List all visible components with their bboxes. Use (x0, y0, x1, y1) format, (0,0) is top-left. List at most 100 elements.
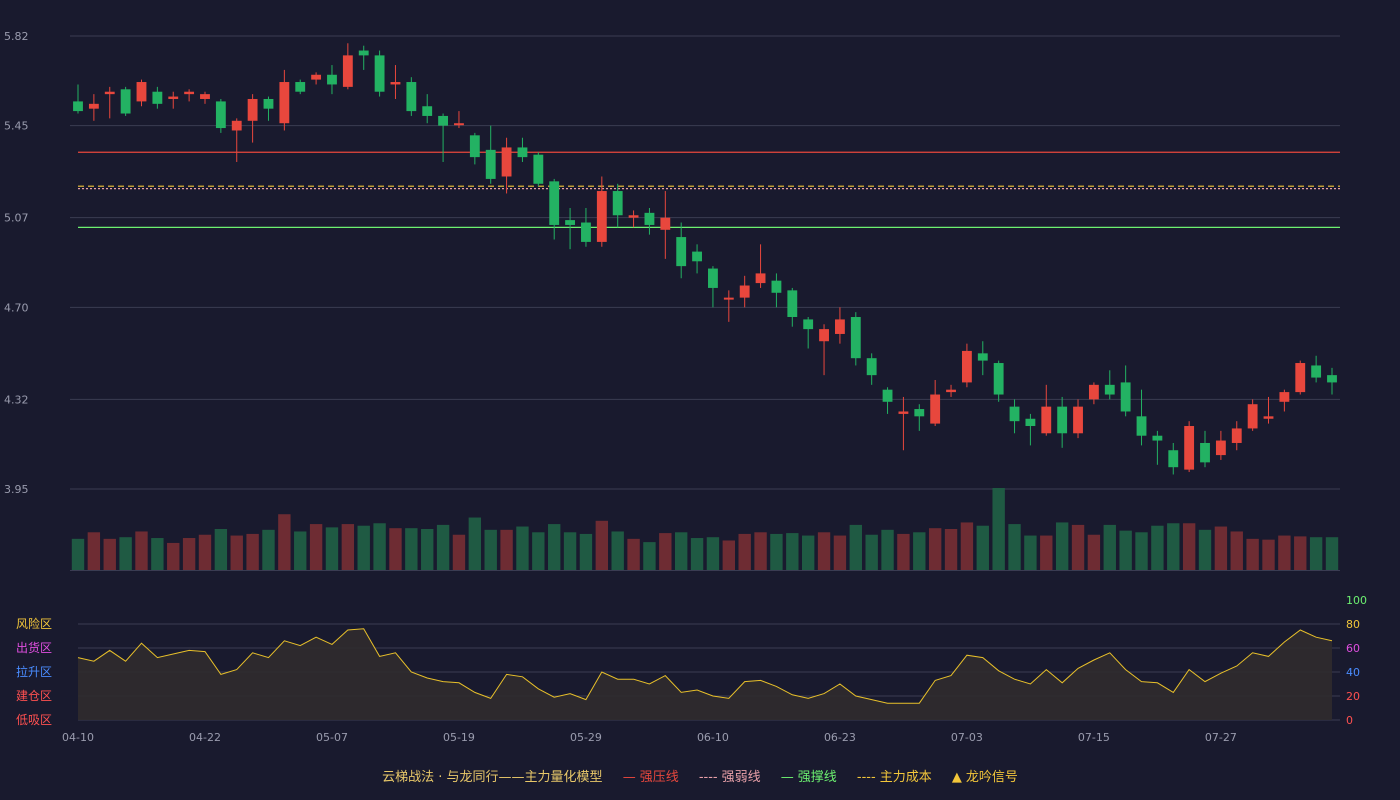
price-tick-label: 4.70 (4, 301, 29, 314)
date-tick-label: 05-07 (316, 731, 348, 744)
candle-body (835, 319, 845, 334)
candle-body (1215, 440, 1226, 456)
candle-body (501, 147, 512, 177)
volume-bar (1119, 530, 1132, 570)
candle-body (1200, 442, 1210, 463)
axis-labels: 3.95 4.32 4.70 5.07 5.45 5.82 0 20 40 60 80 100 风险区出… (4, 30, 1367, 744)
candle-body (454, 123, 464, 126)
legend-pressure-line-icon: — (622, 770, 636, 785)
volume-bar (833, 535, 847, 570)
volume-bar (754, 532, 767, 570)
candle-body (739, 285, 750, 298)
volume-bar (389, 528, 402, 570)
date-tick-label: 07-27 (1205, 731, 1237, 744)
candle-body (1120, 382, 1131, 412)
date-tick-label: 06-23 (824, 731, 856, 744)
osc-tick-label: 40 (1346, 666, 1360, 679)
volume-bar (1103, 524, 1116, 570)
candle-body (422, 106, 433, 116)
osc-tick-label: 20 (1346, 690, 1360, 703)
candle-body (708, 268, 718, 288)
volume-bars (71, 488, 1339, 570)
volume-bar (595, 520, 609, 570)
volume-bar (563, 532, 577, 570)
volume-bar (674, 532, 688, 570)
volume-bar (294, 531, 307, 570)
volume-bar (1087, 534, 1101, 570)
volume-bar (1040, 535, 1053, 570)
legend-item-strong-weak[interactable]: ---- 强弱线 (699, 766, 761, 785)
candle-body (152, 91, 163, 104)
candle-body (1009, 406, 1020, 422)
candle-body (1327, 375, 1337, 383)
legend-signal-label: 龙吟信号 (965, 770, 1018, 785)
volume-bar (1151, 525, 1164, 570)
volume-bar (87, 532, 101, 570)
candle-body (247, 98, 258, 121)
candle-body (1168, 450, 1179, 468)
volume-bar (627, 538, 640, 570)
candle-body (215, 101, 226, 129)
candle-body (596, 191, 607, 242)
candle-body (231, 120, 242, 131)
volume-bar (913, 532, 926, 570)
volume-bar (817, 532, 831, 570)
candle-body (692, 251, 702, 262)
volume-bar (1024, 535, 1037, 570)
legend-strong-weak-label: 强弱线 (721, 770, 761, 785)
volume-bar (262, 529, 275, 570)
volume-bar (738, 533, 751, 570)
legend-pressure-label: 强压线 (639, 770, 679, 785)
legend: 云梯战法 · 与龙同行——主力量化模型 — 强压线 ---- 强弱线 — 强撑线 --… (0, 766, 1400, 785)
legend-item-cost[interactable]: ---- 主力成本 (857, 766, 932, 785)
candle-body (914, 409, 925, 417)
price-tick-label: 5.07 (4, 212, 29, 225)
candle-body (1073, 406, 1083, 434)
candle-body (533, 154, 544, 184)
legend-title: 云梯战法 · 与龙同行——主力量化模型 (382, 770, 603, 785)
date-tick-label: 05-29 (570, 731, 602, 744)
candle-body (1104, 384, 1115, 395)
date-tick-label: 06-10 (697, 731, 729, 744)
grid-lines (70, 35, 1340, 721)
legend-support-line-icon: — (780, 770, 794, 785)
candle-body (993, 363, 1004, 395)
volume-bar (341, 524, 355, 570)
volume-bar (548, 524, 561, 570)
volume-bar (643, 542, 656, 570)
volume-bar (198, 534, 212, 570)
candle-body (1263, 416, 1274, 419)
volume-bar (1309, 537, 1323, 570)
volume-bar (1294, 536, 1307, 570)
candle-body (898, 411, 909, 414)
volume-bar (182, 538, 196, 570)
candle-body (438, 115, 449, 126)
volume-bar (706, 537, 720, 570)
legend-strong-weak-line-icon: ---- (698, 770, 718, 785)
volume-bar (690, 538, 704, 570)
price-tick-label: 4.32 (4, 393, 29, 406)
legend-item-support[interactable]: — 强撑线 (781, 766, 837, 785)
osc-zone-label: 拉升区 (16, 664, 52, 679)
legend-item-signal[interactable]: ▲ 龙吟信号 (952, 766, 1018, 785)
candle-body (374, 55, 385, 92)
volume-bar (865, 534, 878, 570)
volume-bar (468, 517, 482, 570)
candle-body (263, 98, 274, 109)
candle-body (644, 212, 655, 225)
volume-bar (1182, 523, 1196, 570)
candle-body (358, 50, 369, 56)
volume-bar (103, 538, 116, 570)
oscillator-panel (77, 628, 1333, 720)
volume-bar (849, 524, 862, 570)
candle-body (1041, 406, 1052, 434)
osc-tick-label: 100 (1346, 594, 1367, 607)
legend-item-pressure[interactable]: — 强压线 (623, 766, 679, 785)
candle-body (723, 297, 734, 300)
osc-tick-label: 0 (1346, 714, 1353, 727)
volume-bar (976, 525, 989, 570)
candle-body (1136, 416, 1147, 436)
triangle-up-icon: ▲ (951, 770, 962, 785)
candle-body (469, 135, 480, 158)
price-tick-label: 5.82 (4, 30, 29, 43)
